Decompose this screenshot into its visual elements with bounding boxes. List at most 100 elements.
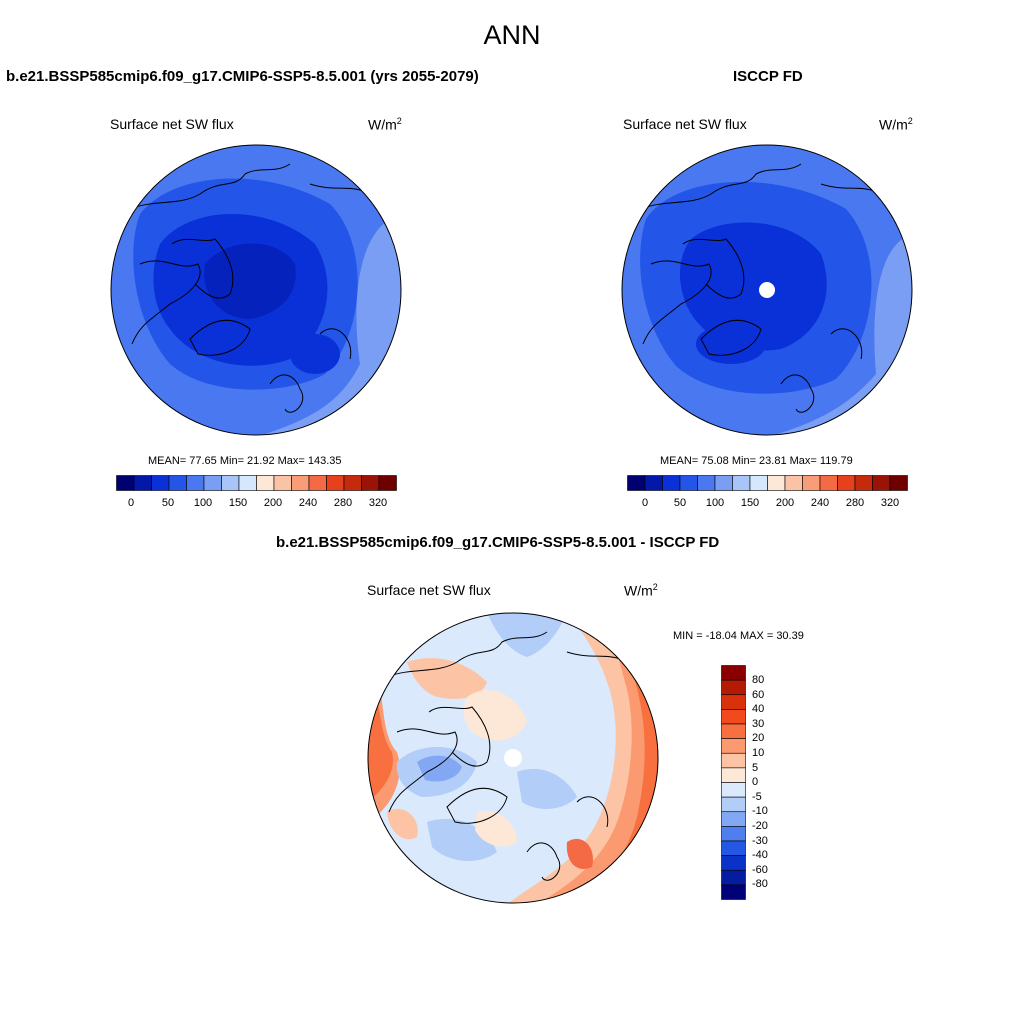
colorbar-swatch: [627, 475, 646, 491]
colorbar-tick: -30: [752, 835, 768, 847]
colorbar-tick: 80: [752, 674, 765, 686]
colorbar-swatch: [784, 475, 803, 491]
colorbar-swatch: [151, 475, 170, 491]
colorbar-tick: 150: [228, 497, 248, 509]
obs-panel-title: ISCCP FD: [733, 68, 803, 85]
colorbar-swatch: [749, 475, 768, 491]
colorbar-swatch: [732, 475, 751, 491]
colorbar-tick: -40: [752, 849, 768, 861]
diff-polar-map: [367, 612, 659, 904]
obs-colorbar-ticks: 0 50 100 150 200 240 280 320: [627, 497, 908, 511]
colorbar-tick: -20: [752, 820, 768, 832]
colorbar-swatch: [721, 811, 746, 827]
colorbar-tick: 320: [368, 497, 388, 509]
obs-variable-label: Surface net SW flux: [623, 116, 747, 132]
colorbar-swatch: [273, 475, 292, 491]
colorbar-swatch: [343, 475, 362, 491]
colorbar-swatch: [802, 475, 821, 491]
colorbar-tick: 10: [752, 747, 765, 759]
colorbar-tick: 0: [641, 497, 649, 509]
colorbar-tick: 40: [752, 703, 765, 715]
colorbar-tick: 280: [845, 497, 865, 509]
colorbar-swatch: [721, 665, 746, 681]
colorbar-swatch: [721, 840, 746, 856]
colorbar-swatch: [697, 475, 716, 491]
colorbar-swatch: [186, 475, 205, 491]
colorbar-swatch: [721, 826, 746, 842]
model-panel-title: b.e21.BSSP585cmip6.f09_g17.CMIP6-SSP5-8.…: [6, 68, 479, 85]
colorbar-swatch: [221, 475, 240, 491]
model-units-label: W/m2: [368, 116, 402, 133]
colorbar-swatch: [889, 475, 908, 491]
colorbar-tick: 200: [263, 497, 283, 509]
page-title: ANN: [483, 20, 541, 50]
colorbar-swatch: [721, 738, 746, 754]
diff-variable-label: Surface net SW flux: [367, 582, 491, 598]
diff-panel-title: b.e21.BSSP585cmip6.f09_g17.CMIP6-SSP5-8.…: [276, 534, 720, 551]
obs-stats: MEAN= 75.08 Min= 23.81 Max= 119.79: [660, 455, 853, 467]
colorbar-tick: 50: [673, 497, 687, 509]
colorbar-swatch: [837, 475, 856, 491]
colorbar-tick: 0: [127, 497, 135, 509]
colorbar-tick: 150: [740, 497, 760, 509]
model-colorbar: [116, 475, 397, 496]
colorbar-swatch: [361, 475, 380, 491]
colorbar-swatch: [308, 475, 327, 491]
diff-units-label: W/m2: [624, 582, 658, 599]
model-polar-map: [110, 144, 402, 436]
model-stats: MEAN= 77.65 Min= 21.92 Max= 143.35: [148, 455, 342, 467]
colorbar-tick: 240: [810, 497, 830, 509]
colorbar-swatch: [721, 752, 746, 769]
model-colorbar-ticks: 0 50 100 150 200 240 280 320: [116, 497, 397, 511]
colorbar-swatch: [721, 869, 746, 886]
colorbar-swatch: [644, 475, 663, 491]
colorbar-swatch: [291, 475, 310, 491]
colorbar-swatch: [203, 475, 222, 491]
colorbar-tick: 60: [752, 689, 765, 701]
colorbar-tick: 280: [333, 497, 353, 509]
model-variable-label: Surface net SW flux: [110, 116, 234, 132]
colorbar-swatch: [326, 475, 345, 491]
colorbar-swatch: [168, 475, 187, 491]
colorbar-swatch: [256, 475, 275, 491]
colorbar-swatch: [662, 475, 681, 491]
colorbar-swatch: [378, 475, 397, 491]
colorbar-swatch: [714, 475, 733, 491]
diff-stats: MIN = -18.04 MAX = 30.39: [673, 630, 804, 642]
colorbar-swatch: [854, 475, 873, 491]
colorbar-tick: -10: [752, 805, 768, 817]
colorbar-swatch: [133, 475, 152, 491]
colorbar-tick: 30: [752, 718, 765, 730]
colorbar-tick: 320: [880, 497, 900, 509]
colorbar-swatch: [721, 767, 746, 783]
colorbar-tick: 20: [752, 732, 765, 744]
colorbar-swatch: [238, 475, 257, 491]
colorbar-tick: 5: [752, 762, 759, 774]
colorbar-swatch: [767, 475, 786, 491]
colorbar-swatch: [721, 723, 746, 739]
colorbar-swatch: [116, 475, 135, 491]
colorbar-tick: 100: [193, 497, 213, 509]
colorbar-swatch: [721, 679, 746, 696]
colorbar-tick: 240: [298, 497, 318, 509]
obs-units-label: W/m2: [879, 116, 913, 133]
colorbar-swatch: [679, 475, 698, 491]
obs-polar-map: [621, 144, 913, 436]
diff-colorbar: [721, 665, 746, 905]
colorbar-swatch: [819, 475, 838, 491]
colorbar-swatch: [721, 796, 746, 813]
colorbar-swatch: [721, 884, 746, 900]
colorbar-swatch: [721, 709, 746, 725]
colorbar-swatch: [872, 475, 891, 491]
colorbar-tick: -60: [752, 864, 768, 876]
colorbar-tick: 200: [775, 497, 795, 509]
obs-colorbar: [627, 475, 908, 496]
colorbar-tick: 0: [752, 776, 759, 788]
colorbar-tick: -5: [752, 791, 762, 803]
colorbar-tick: 50: [161, 497, 175, 509]
colorbar-swatch: [721, 782, 746, 798]
colorbar-swatch: [721, 694, 746, 710]
colorbar-swatch: [721, 855, 746, 871]
diff-colorbar-ticks: 80 60 40 30 20 10 5 0 -5 -10 -20 -30 -40…: [752, 665, 812, 905]
colorbar-tick: 100: [705, 497, 725, 509]
